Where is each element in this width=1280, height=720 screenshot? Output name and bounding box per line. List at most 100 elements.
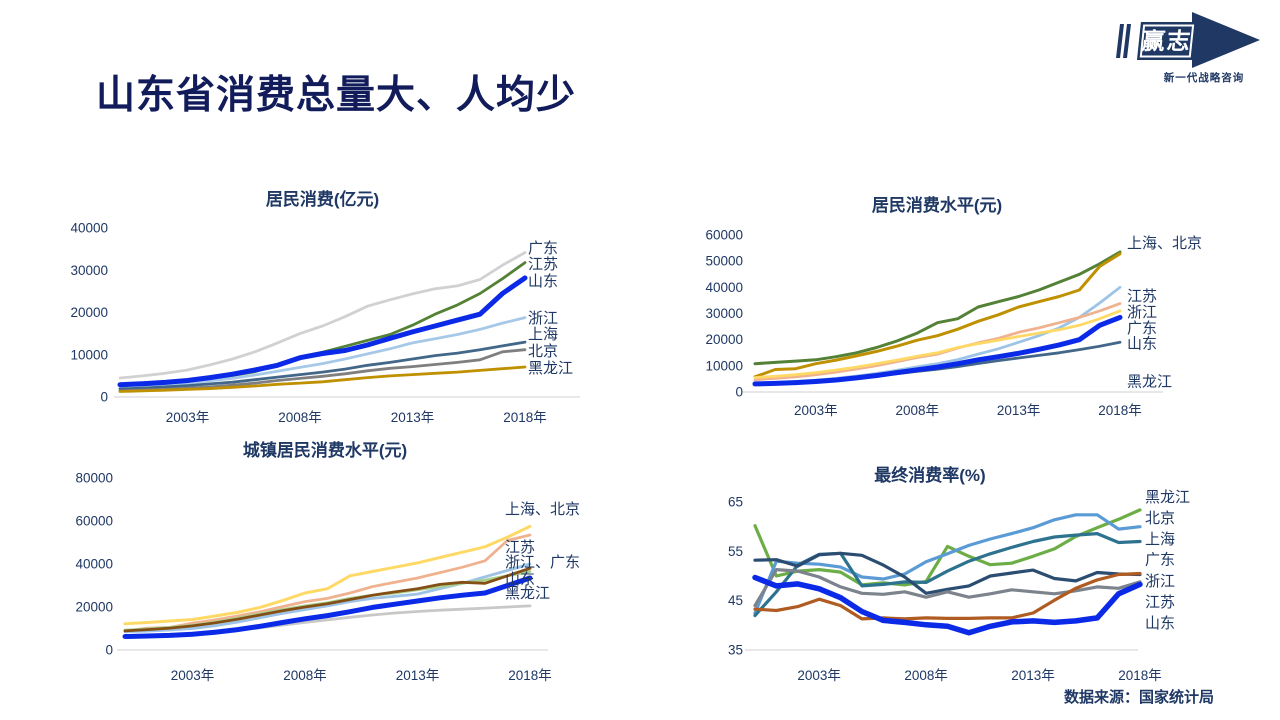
logo-box: 赢志 (1136, 22, 1197, 60)
company-logo: 赢志 新一代战略咨询 (1112, 12, 1270, 85)
y-tick-label: 0 (100, 390, 108, 405)
logo-tagline: 新一代战略咨询 (1163, 72, 1245, 84)
arrow-head-icon (1192, 12, 1260, 68)
chart-title: 最终消费率(%) (874, 466, 986, 485)
y-tick-label: 10000 (705, 358, 743, 373)
y-tick-label: 30000 (70, 263, 108, 278)
x-tick-label: 2003年 (794, 403, 838, 418)
y-tick-label: 65 (728, 495, 743, 510)
series-right-label: 山东 (1145, 615, 1175, 632)
series-line-山东 (752, 314, 1123, 387)
chart-urban-consumption-level: 城镇居民消费水平(元) 0 20000 40000 60000 80000 2003年 20… (70, 435, 650, 690)
series-right-label: 黑龙江 (1145, 489, 1190, 506)
x-tick-label: 2018年 (503, 410, 547, 425)
y-tick-label: 80000 (75, 471, 113, 486)
series-right-label: 浙江 (528, 310, 558, 327)
series-line-山东 (117, 275, 528, 388)
x-tick-label: 2018年 (1118, 668, 1162, 683)
logo-bar-icon (1123, 24, 1131, 58)
series-right-label: 浙江 (1145, 573, 1175, 590)
series-right-label: 山东 (1127, 336, 1157, 353)
series-right-label: 广东 (528, 240, 558, 257)
y-tick-label: 40000 (70, 221, 108, 236)
series-line-广东 (123, 566, 532, 633)
x-tick-label: 2008年 (904, 668, 948, 683)
series-right-label: 北京 (528, 343, 558, 360)
y-tick-label: 35 (728, 643, 743, 658)
series-right-label: 北京 (1145, 510, 1175, 527)
y-tick-label: 50000 (705, 254, 743, 269)
series-line-北京 (753, 513, 1142, 615)
logo-brand-text: 赢志 (1141, 28, 1194, 54)
y-tick-label: 40000 (705, 280, 743, 295)
y-tick-label: 45 (728, 593, 743, 608)
logo-bar-icon (1116, 24, 1124, 58)
data-source-note: 数据来源：国家统计局 (1063, 689, 1214, 706)
series-line-浙江 (753, 568, 1142, 608)
y-tick-label: 60000 (75, 514, 113, 529)
series-line-广东 (753, 551, 1142, 595)
series-right-label: 广东 (1145, 552, 1175, 569)
series-line-北京 (123, 533, 532, 633)
x-tick-label: 2018年 (1098, 403, 1142, 418)
chart-canvas-final-consumption-rate: 35 45 55 65 2003年 2008年 2013年 2018年 黑龙江北京上海广东浙江江… (728, 489, 1190, 683)
series-right-label: 上海、北京 (505, 501, 580, 518)
series-right-label: 浙江 (1127, 304, 1157, 321)
series-right-label: 上海 (1145, 531, 1175, 548)
x-tick-label: 2003年 (797, 668, 841, 683)
x-tick-label: 2008年 (283, 668, 327, 683)
x-tick-label: 2013年 (1011, 668, 1055, 683)
x-tick-label: 2013年 (396, 668, 440, 683)
chart-canvas-urban-consumption-level: 0 20000 40000 60000 80000 2003年 2008年 2013年 2018… (75, 471, 580, 684)
series-right-label: 黑龙江 (528, 360, 573, 377)
y-tick-label: 40000 (75, 557, 113, 572)
series-right-label: 浙江、广东 (505, 554, 580, 571)
series-line-广东 (118, 251, 527, 380)
x-tick-label: 2013年 (997, 403, 1041, 418)
chart-title: 居民消费(亿元) (265, 190, 380, 209)
x-tick-label: 2008年 (278, 410, 322, 425)
page-title: 山东省消费总量大、人均少 (96, 74, 577, 117)
chart-resident-consumption-total: 居民消费(亿元) 0 10000 20000 30000 40000 2003年 2008年… (70, 183, 630, 433)
x-tick-label: 2018年 (508, 668, 552, 683)
series-right-label: 江苏 (1127, 288, 1157, 305)
series-right-label: 黑龙江 (505, 585, 550, 602)
y-tick-label: 60000 (705, 228, 743, 243)
series-line-广东 (753, 309, 1122, 380)
y-tick-label: 0 (105, 643, 113, 658)
series-line-黑龙江 (118, 365, 527, 393)
series-right-label: 江苏 (528, 256, 558, 273)
chart-title: 城镇居民消费水平(元) (242, 441, 408, 460)
series-line-北京 (753, 252, 1122, 379)
series-line-浙江 (118, 316, 527, 390)
series-line-江苏 (118, 261, 527, 388)
y-tick-label: 20000 (705, 332, 743, 347)
y-tick-label: 0 (735, 385, 743, 400)
x-tick-label: 2003年 (166, 410, 210, 425)
series-line-上海 (123, 524, 532, 626)
y-tick-label: 10000 (70, 347, 108, 362)
chart-final-consumption-rate: 最终消费率(%) 35 45 55 65 2003年 2008年 2013年 2018年 黑龙江… (690, 440, 1265, 690)
logo-arrow-icon: 赢志 (1116, 12, 1260, 68)
x-tick-label: 2008年 (895, 403, 939, 418)
chart-canvas-resident-consumption-total: 0 10000 20000 30000 40000 2003年 2008年 2013年 2018… (70, 221, 580, 425)
y-tick-label: 55 (728, 544, 743, 559)
x-tick-label: 2003年 (171, 668, 215, 683)
chart-resident-consumption-level: 居民消费水平(元) 0 10000 20000 30000 40000 50000 6000… (690, 183, 1250, 433)
series-right-label: 上海 (528, 326, 558, 343)
series-right-label: 江苏 (1145, 594, 1175, 611)
series-line-上海 (118, 340, 527, 391)
series-right-label: 江苏 (505, 539, 535, 556)
series-line-山东 (122, 575, 533, 639)
series-right-label: 山东 (528, 273, 558, 290)
series-line-上海 (753, 250, 1122, 366)
y-tick-label: 30000 (705, 306, 743, 321)
y-tick-label: 20000 (70, 305, 108, 320)
series-right-label: 山东 (505, 571, 535, 588)
series-right-label: 广东 (1127, 320, 1157, 337)
series-line-江苏 (753, 571, 1142, 621)
y-tick-label: 20000 (75, 600, 113, 615)
x-tick-label: 2013年 (391, 410, 435, 425)
series-right-label: 上海、北京 (1127, 235, 1202, 252)
